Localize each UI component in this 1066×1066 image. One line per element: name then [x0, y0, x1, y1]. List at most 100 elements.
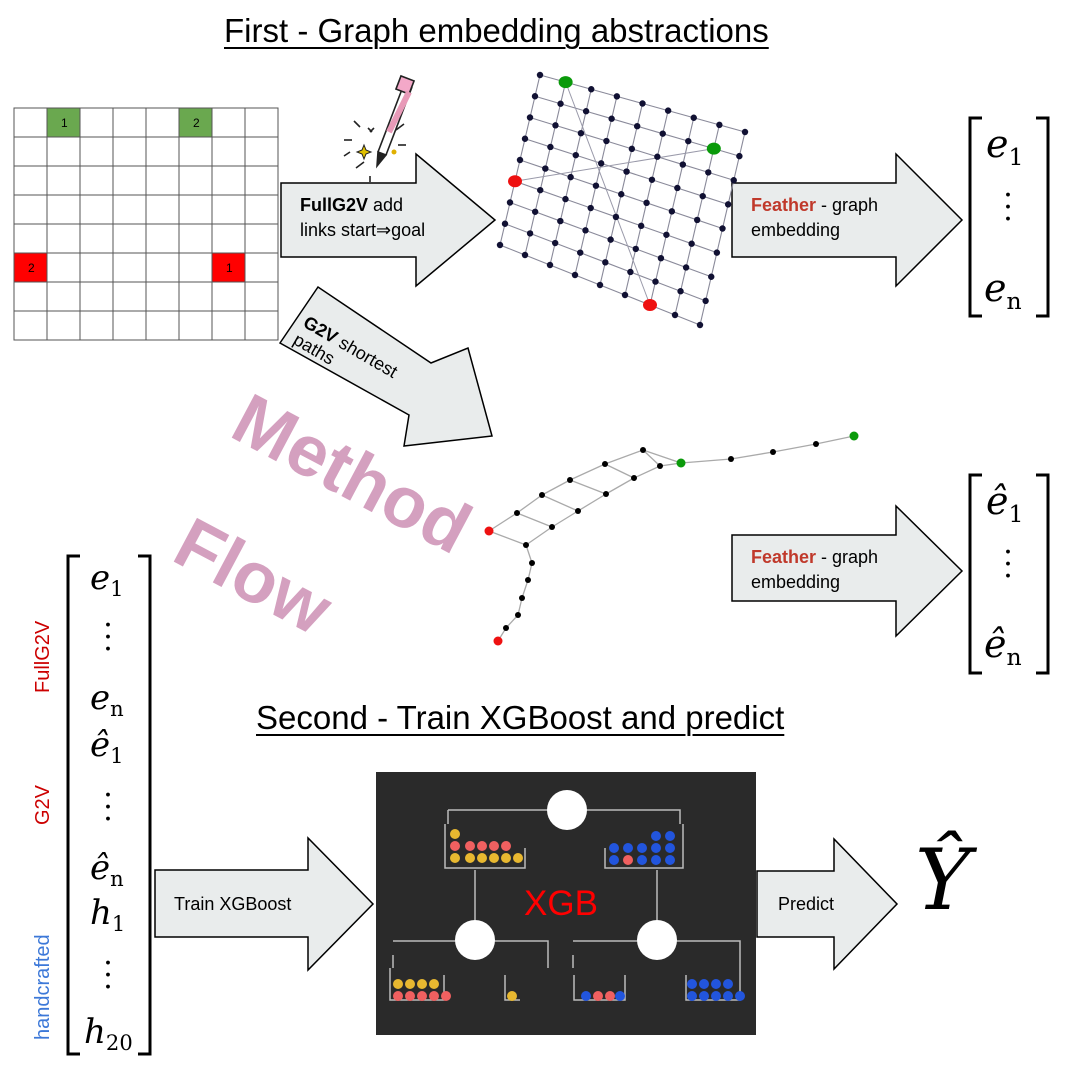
lattice-node	[719, 225, 726, 232]
grid-cell	[145, 194, 180, 225]
grid-cell-label: 1	[61, 116, 68, 130]
lattice-node	[674, 184, 681, 192]
feature-e1: e1	[90, 558, 124, 602]
lattice-edge	[656, 133, 664, 157]
lattice-edge	[610, 239, 636, 250]
grid-marked-cell	[211, 252, 246, 283]
lattice-edge	[599, 262, 606, 286]
grid-cell	[211, 107, 246, 138]
lattice-node	[571, 271, 579, 279]
grid-cell	[46, 223, 81, 254]
grid-cell	[211, 136, 246, 167]
lattice-edge	[733, 156, 740, 181]
lattice-edge	[674, 314, 701, 326]
lattice-edge	[616, 95, 643, 105]
lattice-edge	[637, 125, 663, 135]
feature-ehat1-sym: ê	[90, 725, 111, 765]
lattice-edge	[680, 290, 706, 302]
bracket-feature-vector	[66, 554, 152, 1056]
lattice-edge	[660, 257, 687, 268]
feather-1-line2: embedding	[751, 220, 841, 240]
lattice-node	[597, 160, 605, 167]
start-goal-link	[565, 81, 651, 306]
grid-cell	[178, 136, 213, 167]
feature-e1-sub: 1	[110, 576, 124, 602]
lattice-edge	[579, 230, 587, 253]
grid-cell	[145, 310, 180, 341]
xgb-class-balls	[393, 829, 745, 1001]
lattice-node	[596, 281, 604, 289]
lattice-edge	[534, 211, 561, 222]
feather-2-line2: embedding	[751, 572, 841, 592]
grid-cell	[211, 223, 246, 254]
grid-cell	[79, 281, 114, 312]
lattice-edge	[642, 102, 669, 112]
lattice-node	[501, 220, 509, 227]
path-node	[602, 461, 608, 467]
lattice-node	[671, 311, 679, 319]
lattice-node	[613, 93, 621, 100]
xgb-ball	[405, 991, 415, 1001]
arrow-predict	[756, 837, 899, 971]
vector-e-top-sub: 1	[1008, 143, 1024, 172]
lattice-edge	[544, 146, 551, 169]
xgb-label: XGB	[524, 884, 598, 923]
path-edge	[772, 443, 817, 453]
grid-cell	[145, 136, 180, 167]
lattice-edge	[534, 74, 541, 97]
lattice-edge	[504, 223, 531, 234]
lattice-edge	[646, 202, 673, 212]
side-label-g2v: G2V	[32, 784, 54, 825]
grid-cell	[79, 107, 114, 138]
vector-ehat-top: ê1	[986, 479, 1023, 528]
lattice-node	[639, 100, 646, 107]
feather-1-rest: - graph	[816, 195, 879, 215]
grid-cell	[13, 136, 48, 167]
lattice-node	[521, 251, 529, 259]
path-node	[523, 542, 529, 548]
xgb-ball	[711, 979, 721, 989]
path-node	[567, 477, 573, 483]
xgb-ball	[651, 855, 661, 865]
feature-ehat1: ê1	[90, 725, 124, 769]
grid-cell	[112, 136, 147, 167]
lattice-node	[537, 186, 544, 194]
feature-h1-sub: 1	[111, 911, 126, 937]
grid-cell	[13, 194, 48, 225]
grid-cell	[46, 310, 81, 341]
feature-h1-sym: h	[90, 893, 112, 933]
side-label-fullg2v: FullG2V	[32, 620, 54, 693]
lattice-node	[582, 227, 589, 234]
lattice-edge	[529, 96, 536, 118]
path-edge	[541, 494, 579, 512]
lattice-node	[516, 156, 524, 164]
grid-cell	[244, 107, 279, 138]
xgb-ball	[609, 843, 619, 853]
feather-2-rest: - graph	[816, 547, 879, 567]
title-first: First - Graph embedding abstractions	[224, 12, 769, 49]
lattice-edge	[555, 124, 582, 134]
lattice-node	[643, 199, 650, 207]
xgb-ball	[465, 853, 475, 863]
lattice-node	[741, 128, 749, 136]
xgb-ball	[393, 979, 403, 989]
path-edge	[577, 493, 607, 512]
lattice-edge	[674, 291, 682, 316]
grid-cell	[112, 252, 147, 283]
lattice-edge	[671, 187, 678, 212]
goal-node-red	[508, 175, 522, 188]
grid-cell	[178, 310, 213, 341]
feature-ehatn-sym: ê	[90, 848, 111, 888]
feature-ehat1-sub: 1	[110, 743, 124, 769]
path-node	[529, 560, 535, 566]
lattice-node	[557, 100, 564, 107]
lattice-edge	[580, 111, 587, 134]
arrow-fullg2v-bold: FullG2V	[300, 195, 369, 215]
grid-cell	[145, 223, 180, 254]
path-node	[603, 491, 609, 497]
grid-cell	[112, 194, 147, 225]
feature-dots-3: · · ·	[103, 946, 113, 1005]
lattice-edge	[657, 156, 683, 166]
lattice-node	[587, 204, 594, 212]
feature-dots-2: · · ·	[103, 778, 113, 837]
